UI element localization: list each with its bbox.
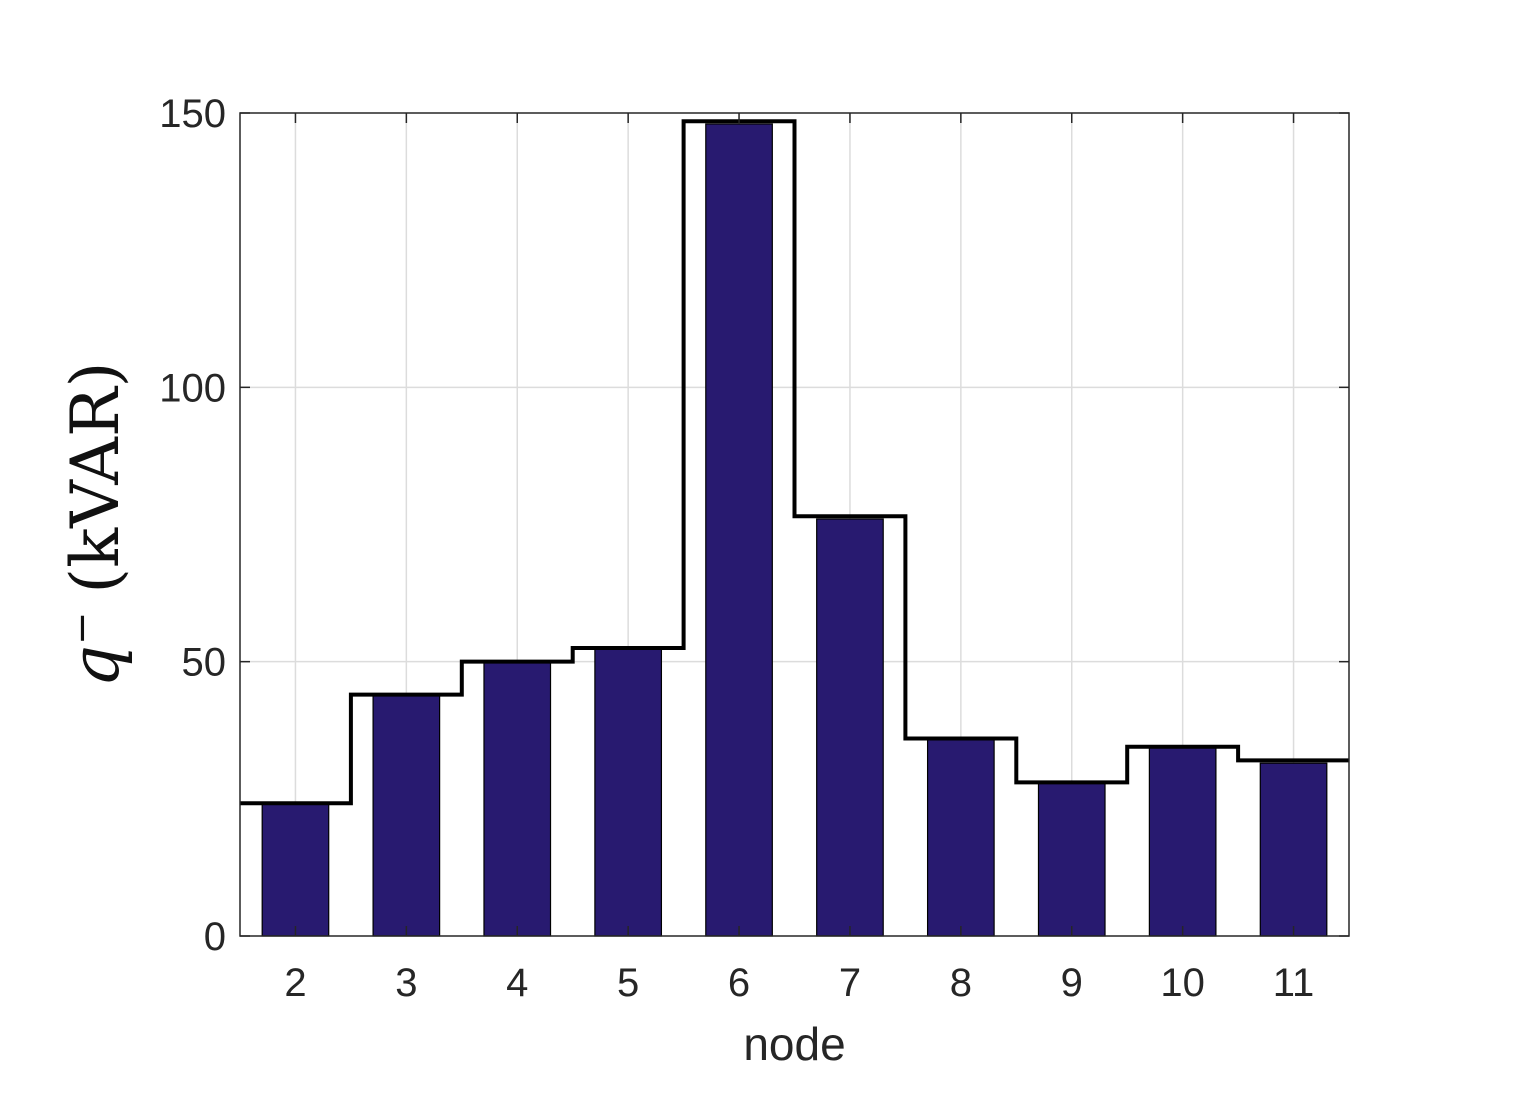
x-tick-label: 5 — [617, 961, 639, 1005]
y-axis-unit: (kVAR) — [57, 362, 134, 594]
bar — [483, 661, 552, 937]
x-tick-label: 9 — [1061, 961, 1083, 1005]
x-tick-label: 10 — [1160, 961, 1205, 1005]
bar — [594, 647, 663, 937]
plot-frame — [239, 112, 1350, 937]
x-tick-label: 3 — [395, 961, 417, 1005]
stairs-line — [240, 119, 1349, 806]
bar — [816, 518, 884, 937]
bar — [1259, 762, 1328, 937]
y-axis-label: q− (kVAR) — [57, 362, 134, 688]
bar — [926, 737, 995, 937]
y-axis-symbol: q — [57, 645, 134, 687]
y-tick-label: 150 — [159, 92, 226, 136]
x-tick-label: 2 — [284, 961, 306, 1005]
bar — [1148, 746, 1217, 937]
y-axis-superscript: − — [59, 612, 105, 646]
y-tick-labels: 0 50 100 150 — [159, 92, 226, 959]
y-tick-label: 0 — [204, 915, 226, 959]
bar — [1037, 781, 1106, 937]
x-tick-label: 8 — [950, 961, 972, 1005]
x-tick-label: 4 — [506, 961, 528, 1005]
bars — [261, 123, 1328, 937]
bar — [372, 693, 441, 937]
x-axis-label: node — [743, 1018, 845, 1070]
x-tick-label: 11 — [1273, 961, 1315, 1005]
axis-ticks — [240, 112, 1349, 937]
x-tick-label: 6 — [728, 961, 750, 1005]
x-tick-label: 7 — [839, 961, 861, 1005]
y-tick-label: 100 — [159, 366, 226, 410]
bar — [705, 123, 773, 937]
y-tick-label: 50 — [182, 641, 227, 685]
bar — [261, 803, 330, 937]
x-tick-labels: 2 3 4 5 6 7 8 9 10 11 — [284, 961, 1314, 1005]
